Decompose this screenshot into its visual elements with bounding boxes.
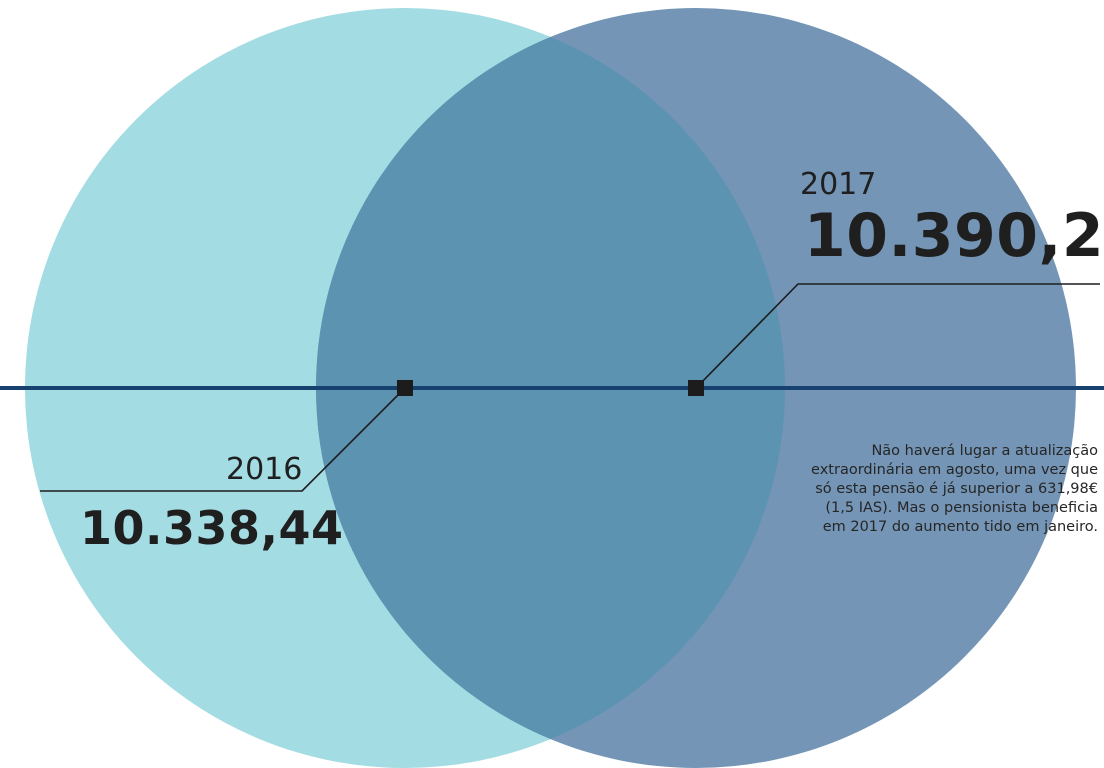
value-label-2016: 10.338,44 bbox=[80, 501, 344, 555]
year-label-2017: 2017 bbox=[800, 167, 877, 202]
value-label-2017: 10.390,24 bbox=[804, 201, 1104, 271]
marker-2017 bbox=[688, 380, 704, 396]
annotation-note: Não haverá lugar a atualização extraordi… bbox=[811, 443, 1098, 535]
year-label-2016: 2016 bbox=[226, 452, 303, 487]
marker-2016 bbox=[397, 380, 413, 396]
leader-line-2016 bbox=[40, 387, 406, 492]
leader-line-2017 bbox=[695, 283, 1100, 389]
